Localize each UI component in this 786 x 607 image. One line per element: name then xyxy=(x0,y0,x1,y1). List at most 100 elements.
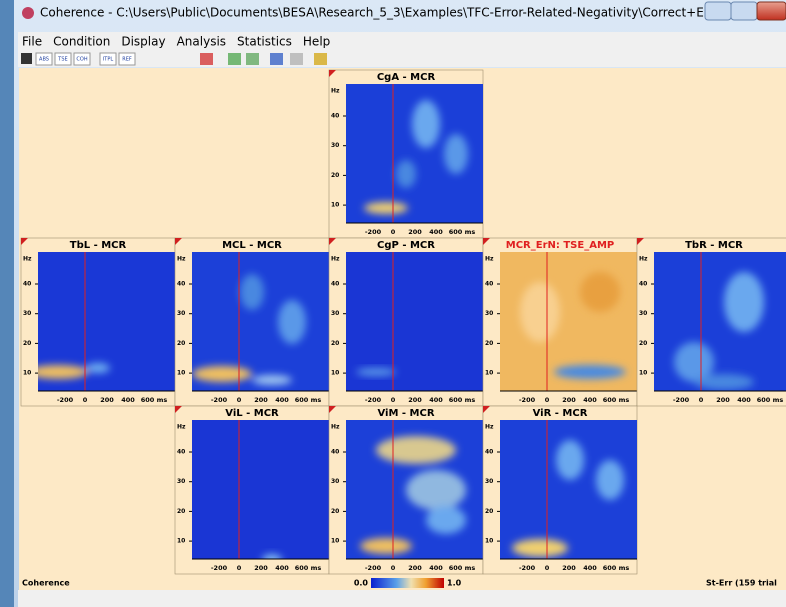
y-tick-label: 20 xyxy=(331,340,339,347)
y-tick-label: 40 xyxy=(485,449,493,456)
button-label: TSE xyxy=(57,57,67,63)
y-tick-label: 20 xyxy=(485,508,493,515)
heatmap-blob xyxy=(86,363,110,373)
toolbar-icon[interactable] xyxy=(200,53,213,65)
heatmap-blob xyxy=(240,274,264,310)
x-tick-label: 0 xyxy=(237,396,242,404)
y-tick-label: 10 xyxy=(331,202,339,209)
toolbar-button[interactable]: COH xyxy=(74,53,90,65)
scale-min: 0.0 xyxy=(354,579,369,588)
heatmap-blob xyxy=(512,539,568,557)
x-tick-label: 0 xyxy=(391,564,396,572)
close-button[interactable] xyxy=(757,2,786,20)
app-window: Coherence - C:\Users\Public\Documents\BE… xyxy=(0,0,786,607)
x-tick-label: 400 xyxy=(121,396,135,404)
x-tick-label: -200 xyxy=(519,396,536,404)
heatmap xyxy=(346,420,483,559)
menu-item[interactable]: Condition xyxy=(53,35,110,49)
x-tick-label: 0 xyxy=(237,564,242,572)
heatmap xyxy=(346,84,483,223)
x-tick-label: 200 xyxy=(408,396,422,404)
x-tick-label: 600 ms xyxy=(295,564,322,572)
y-tick-label: 10 xyxy=(23,370,31,377)
y-tick-label: 30 xyxy=(639,310,647,317)
heatmap-base xyxy=(192,420,329,559)
heatmap-blob xyxy=(444,134,468,174)
menu-item[interactable]: Display xyxy=(121,35,165,49)
x-tick-label: -200 xyxy=(365,228,382,236)
menu-item[interactable]: Statistics xyxy=(237,35,292,49)
panel-title: TbL - MCR xyxy=(70,240,127,251)
y-unit: Hz xyxy=(485,424,494,431)
x-tick-label: 400 xyxy=(429,564,443,572)
x-tick-label: 200 xyxy=(562,564,576,572)
x-tick-label: 600 ms xyxy=(603,564,630,572)
x-tick-label: 0 xyxy=(391,228,396,236)
y-tick-label: 40 xyxy=(23,281,31,288)
y-unit: Hz xyxy=(23,256,32,263)
y-tick-label: 40 xyxy=(331,281,339,288)
colorbar xyxy=(371,578,444,588)
y-unit: Hz xyxy=(639,256,648,263)
y-tick-label: 20 xyxy=(639,340,647,347)
heatmap-blobs xyxy=(356,368,396,376)
heatmap-blob xyxy=(376,436,456,464)
footer xyxy=(18,590,786,607)
toolbar-button[interactable]: TSE xyxy=(55,53,71,65)
toolbar-icon[interactable] xyxy=(228,53,241,65)
panel-title: MCL - MCR xyxy=(222,240,282,251)
heatmap-blob xyxy=(556,440,584,480)
y-tick-label: 30 xyxy=(485,478,493,485)
menu-item[interactable]: File xyxy=(22,35,42,49)
menu-item[interactable]: Analysis xyxy=(177,35,226,49)
x-tick-label: 600 ms xyxy=(757,396,784,404)
panel-title: CgA - MCR xyxy=(377,72,436,83)
heatmap-blob xyxy=(520,282,560,342)
save-button[interactable] xyxy=(21,53,32,64)
y-tick-label: 40 xyxy=(485,281,493,288)
y-tick-label: 40 xyxy=(177,449,185,456)
panel-title: CgP - MCR xyxy=(377,240,435,251)
toolbar-icon[interactable] xyxy=(290,53,303,65)
toolbar-icon[interactable] xyxy=(314,53,327,65)
heatmap-blob xyxy=(724,272,764,332)
status-right: St-Err (159 trial xyxy=(706,579,777,588)
x-tick-label: 200 xyxy=(562,396,576,404)
heatmap xyxy=(500,420,637,559)
button-label: REF xyxy=(122,57,132,63)
toolbar-icon[interactable] xyxy=(246,53,259,65)
y-tick-label: 30 xyxy=(485,310,493,317)
y-tick-label: 30 xyxy=(177,478,185,485)
heatmap xyxy=(28,252,175,391)
heatmap-blob xyxy=(364,202,408,214)
maximize-button[interactable] xyxy=(731,2,757,20)
x-tick-label: 600 ms xyxy=(449,396,476,404)
x-tick-label: 400 xyxy=(429,396,443,404)
x-tick-label: 400 xyxy=(429,228,443,236)
panel-title: ViR - MCR xyxy=(533,408,588,419)
menu-item[interactable]: Help xyxy=(303,35,330,49)
x-tick-label: 600 ms xyxy=(295,396,322,404)
y-tick-label: 20 xyxy=(23,340,31,347)
y-tick-label: 20 xyxy=(177,508,185,515)
x-tick-label: -200 xyxy=(365,564,382,572)
heatmap-blob xyxy=(252,375,292,385)
minimize-button[interactable] xyxy=(705,2,731,20)
x-tick-label: 600 ms xyxy=(603,396,630,404)
x-tick-label: 200 xyxy=(100,396,114,404)
y-tick-label: 20 xyxy=(331,172,339,179)
toolbar-button[interactable]: REF xyxy=(119,53,135,65)
toolbar-icon[interactable] xyxy=(270,53,283,65)
toolbar-button[interactable]: ITPL xyxy=(100,53,116,65)
scale-max: 1.0 xyxy=(447,579,462,588)
toolbar-button[interactable]: ABS xyxy=(36,53,52,65)
